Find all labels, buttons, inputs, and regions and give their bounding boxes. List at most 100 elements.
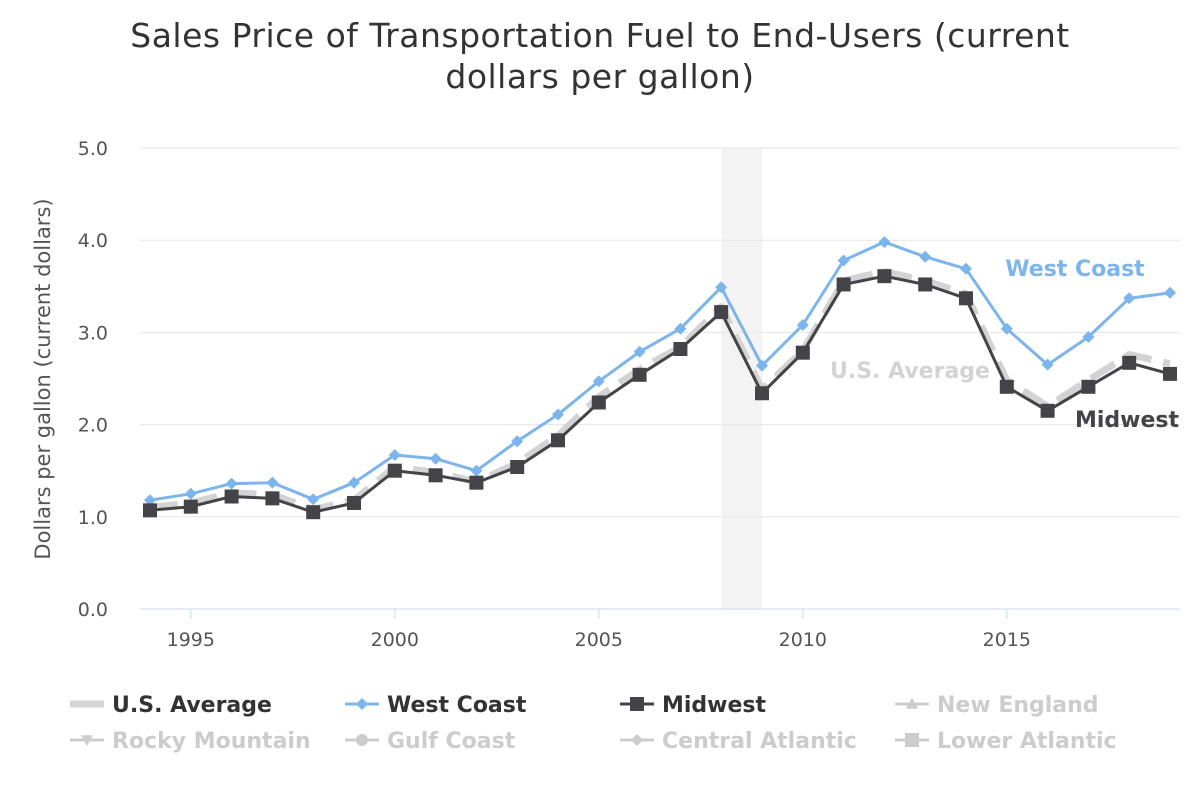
data-point[interactable]	[470, 464, 483, 477]
x-tick-label: 2010	[779, 629, 827, 651]
data-point[interactable]	[510, 460, 525, 475]
series-line[interactable]	[149, 268, 1171, 513]
x-tick-label: 2000	[371, 629, 419, 651]
data-point[interactable]	[307, 493, 320, 506]
y-tick-label: 1.0	[78, 507, 108, 529]
data-point[interactable]	[673, 341, 688, 356]
legend-label: Central Atlantic	[662, 729, 857, 754]
y-axis-label: Dollars per gallon (current dollars)	[31, 198, 55, 559]
legend-label: Midwest	[662, 693, 767, 718]
data-point[interactable]	[1122, 355, 1137, 370]
data-point[interactable]	[266, 476, 279, 489]
inline-label-u-s-average: U.S. Average	[830, 359, 990, 384]
legend-label: Lower Atlantic	[937, 729, 1117, 754]
legend-item-u-s-average[interactable]: U.S. Average	[70, 693, 272, 718]
data-point[interactable]	[632, 367, 647, 382]
y-tick-label: 4.0	[78, 230, 108, 252]
data-point[interactable]	[959, 291, 973, 306]
data-point[interactable]	[837, 254, 850, 267]
legend-label: Gulf Coast	[387, 729, 516, 754]
data-point[interactable]	[265, 491, 280, 506]
data-point[interactable]	[1041, 358, 1054, 371]
data-point[interactable]	[1081, 379, 1096, 394]
legend-item-west-coast[interactable]: West Coast	[345, 693, 527, 718]
data-point[interactable]	[836, 277, 851, 292]
data-point[interactable]	[429, 452, 442, 465]
legend-symbol-marker	[906, 698, 918, 709]
data-point[interactable]	[1164, 286, 1176, 299]
data-point[interactable]	[184, 487, 197, 500]
data-point[interactable]	[919, 250, 932, 263]
inline-label-west-coast: West Coast	[1005, 257, 1145, 282]
legend-item-midwest[interactable]: Midwest	[620, 693, 767, 718]
data-point[interactable]	[511, 435, 524, 448]
legend: U.S. Average West Coast Midwest New England…	[70, 693, 1117, 754]
data-point[interactable]	[755, 386, 769, 401]
y-tick-label: 3.0	[78, 322, 108, 344]
x-axis: 1995 2000 2005 2010 2015	[140, 608, 1180, 651]
data-point[interactable]	[999, 379, 1014, 394]
y-tick-label: 5.0	[78, 138, 108, 160]
data-point[interactable]	[674, 322, 687, 335]
data-point[interactable]	[224, 489, 239, 504]
legend-item-central-atlantic[interactable]: Central Atlantic	[620, 729, 857, 754]
data-point[interactable]	[551, 433, 565, 448]
data-point[interactable]	[1082, 331, 1095, 344]
data-point[interactable]	[796, 319, 809, 332]
data-point[interactable]	[225, 477, 238, 490]
data-point[interactable]	[591, 395, 606, 410]
data-point[interactable]	[428, 468, 443, 483]
legend-item-rocky-mountain[interactable]: Rocky Mountain	[70, 729, 311, 754]
data-point[interactable]	[877, 269, 892, 284]
legend-symbol-marker	[81, 735, 93, 746]
legend-symbol-marker	[356, 734, 368, 746]
chart-title-line-1: Sales Price of Transportation Fuel to En…	[130, 16, 1070, 55]
x-tick-label: 2005	[575, 629, 623, 651]
data-point[interactable]	[960, 262, 972, 275]
legend-symbol-marker	[631, 734, 643, 746]
y-tick-label: 0.0	[78, 599, 108, 621]
data-point[interactable]	[633, 345, 646, 358]
legend-symbol-marker	[630, 697, 644, 711]
data-point[interactable]	[1163, 366, 1177, 381]
legend-item-new-england[interactable]: New England	[895, 693, 1099, 718]
legend-item-lower-atlantic[interactable]: Lower Atlantic	[895, 729, 1117, 754]
data-point[interactable]	[183, 499, 198, 514]
x-tick-label: 1995	[167, 629, 215, 651]
data-point[interactable]	[878, 236, 891, 249]
data-point[interactable]	[387, 463, 402, 478]
data-point[interactable]	[143, 503, 157, 518]
data-point[interactable]	[348, 476, 360, 489]
data-point[interactable]	[714, 305, 729, 320]
data-point[interactable]	[795, 345, 810, 360]
data-point[interactable]	[918, 277, 933, 292]
data-point[interactable]	[144, 494, 156, 507]
series-layer	[143, 236, 1177, 520]
legend-symbol-marker	[356, 698, 368, 710]
data-point[interactable]	[1123, 292, 1136, 305]
inline-series-labels: U.S. Average West Coast Midwest	[830, 257, 1179, 433]
legend-symbol-marker	[905, 733, 919, 747]
data-point[interactable]	[469, 475, 484, 490]
series-line[interactable]	[149, 240, 1171, 502]
data-point[interactable]	[347, 495, 361, 510]
series-u-s-average	[149, 268, 1171, 513]
chart-title-line-2: dollars per gallon)	[445, 57, 754, 96]
grid-lines	[140, 147, 1180, 610]
legend-label: U.S. Average	[112, 693, 272, 718]
legend-item-gulf-coast[interactable]: Gulf Coast	[345, 729, 516, 754]
data-point[interactable]	[756, 359, 768, 372]
data-point[interactable]	[592, 375, 605, 388]
data-point[interactable]	[388, 449, 401, 462]
data-point[interactable]	[306, 505, 321, 520]
data-point[interactable]	[1040, 403, 1055, 418]
y-axis-ticks: 0.0 1.0 2.0 3.0 4.0 5.0	[78, 138, 108, 621]
series-line[interactable]	[149, 274, 1171, 514]
inline-label-midwest: Midwest	[1075, 408, 1180, 433]
legend-label: New England	[937, 693, 1099, 718]
data-point[interactable]	[552, 408, 564, 421]
data-point[interactable]	[1000, 322, 1013, 335]
data-point[interactable]	[715, 281, 728, 294]
